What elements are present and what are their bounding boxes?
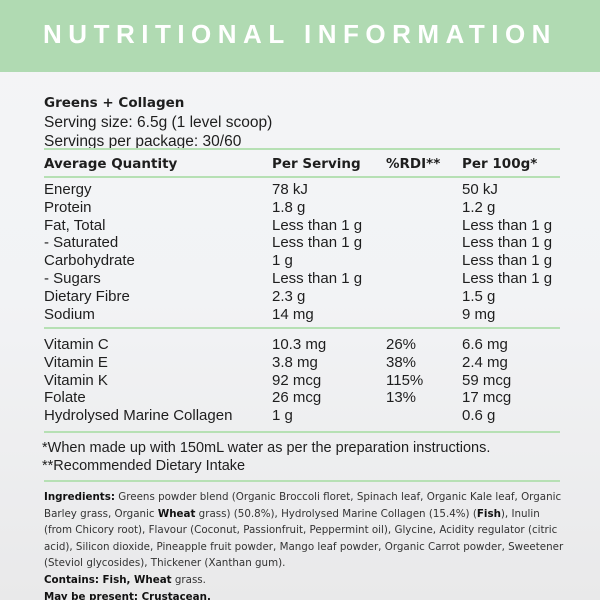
table-cell: Less than 1 g: [272, 216, 363, 234]
table-cell: 1 g: [272, 252, 293, 270]
servings-per-package: Servings per package: 30/60: [44, 133, 242, 150]
column-header: %RDI**: [386, 156, 441, 172]
table-cell: 0.6 g: [462, 407, 496, 425]
table-row: Energy 78 kJ 50 kJ: [44, 181, 560, 199]
table-row: Carbohydrate 1 g Less than 1 g: [44, 252, 560, 270]
divider: [44, 176, 560, 178]
serving-size: Serving size: 6.5g (1 level scoop): [44, 114, 273, 131]
column-header: Per 100g*: [462, 156, 538, 172]
table-cell: 1.8 g: [272, 198, 306, 216]
table-row: - Sugars Less than 1 g Less than 1 g: [44, 270, 560, 288]
divider: [44, 480, 560, 482]
table-cell: Less than 1 g: [462, 252, 553, 270]
table-row: Vitamin E 3.8 mg 38% 2.4 mg: [44, 354, 560, 372]
table-cell: 26 mcg: [272, 389, 322, 407]
footnote-rdi: **Recommended Dietary Intake: [42, 458, 246, 474]
table-cell: Vitamin E: [44, 353, 108, 371]
divider: [44, 327, 560, 329]
table-cell: Fat, Total: [44, 216, 106, 234]
table-cell: Hydrolysed Marine Collagen: [44, 407, 233, 425]
table-cell: Less than 1 g: [272, 270, 363, 287]
ingredients-text: Ingredients: Greens powder blend (Organi…: [44, 491, 564, 570]
table-cell: Folate: [44, 389, 86, 407]
table-row: Folate 26 mcg 13% 17 mcg: [44, 389, 560, 407]
table-cell: 17 mcg: [462, 389, 512, 407]
table-cell: 115%: [386, 371, 424, 389]
table-cell: 6.6 mg: [462, 336, 508, 353]
ingredients-section: Ingredients: Greens powder blend (Organi…: [44, 489, 564, 600]
table-row: Sodium 14 mg 9 mg: [44, 306, 560, 324]
table-row: - Saturated Less than 1 g Less than 1 g: [44, 234, 560, 252]
table-cell: 9 mg: [462, 305, 496, 323]
table-row: Vitamin K 92 mcg 115% 59 mcg: [44, 372, 560, 390]
allergen-may-contain: May be present: Crustacean.: [44, 590, 211, 600]
header-banner: NUTRITIONAL INFORMATION: [0, 0, 600, 72]
table-cell: - Sugars: [44, 270, 101, 287]
table-cell: 10.3 mg: [272, 336, 327, 353]
table-row: Vitamin C 10.3 mg 26% 6.6 mg: [44, 336, 560, 354]
table-cell: Less than 1 g: [462, 216, 553, 234]
divider: [44, 431, 560, 433]
table-cell: 1.2 g: [462, 198, 496, 216]
allergen-contains: Contains: Fish, Wheat grass.: [44, 573, 206, 586]
table-row: Protein 1.8 g 1.2 g: [44, 199, 560, 217]
footnote-preparation: *When made up with 150mL water as per th…: [42, 440, 491, 456]
table-cell: 50 kJ: [462, 181, 498, 198]
table-header: Average Quantity Per Serving %RDI** Per …: [44, 155, 560, 173]
table-row: Dietary Fibre 2.3 g 1.5 g: [44, 288, 560, 306]
table-cell: 2.4 mg: [462, 353, 508, 371]
table-cell: 59 mcg: [462, 371, 512, 389]
column-header: Per Serving: [272, 156, 361, 172]
table-cell: 3.8 mg: [272, 353, 318, 371]
table-cell: Protein: [44, 198, 92, 216]
table-cell: 1 g: [272, 407, 293, 425]
table-cell: 38%: [386, 353, 417, 371]
table-cell: Sodium: [44, 305, 95, 323]
table-cell: 2.3 g: [272, 287, 306, 305]
table-cell: 14 mg: [272, 305, 314, 323]
table-cell: - Saturated: [44, 234, 119, 252]
product-info: Greens + Collagen Serving size: 6.5g (1 …: [44, 94, 272, 151]
table-cell: Dietary Fibre: [44, 287, 130, 305]
table-row: Hydrolysed Marine Collagen 1 g 0.6 g: [44, 407, 560, 425]
table-cell: 78 kJ: [272, 181, 308, 198]
table-cell: Less than 1 g: [272, 234, 363, 252]
column-header: Average Quantity: [44, 156, 178, 172]
divider: [44, 148, 560, 150]
table-cell: Vitamin K: [44, 371, 108, 389]
table-cell: Vitamin C: [44, 336, 109, 353]
table-cell: Less than 1 g: [462, 270, 553, 287]
table-cell: 26%: [386, 336, 417, 353]
table-cell: 1.5 g: [462, 287, 496, 305]
table-cell: Energy: [44, 181, 92, 198]
table-cell: Less than 1 g: [462, 234, 553, 252]
table-cell: 92 mcg: [272, 371, 322, 389]
table-row: Fat, Total Less than 1 g Less than 1 g: [44, 217, 560, 235]
table-cell: 13%: [386, 389, 417, 407]
page-title: NUTRITIONAL INFORMATION: [43, 18, 557, 49]
table-cell: Carbohydrate: [44, 252, 135, 270]
product-name: Greens + Collagen: [44, 95, 185, 111]
